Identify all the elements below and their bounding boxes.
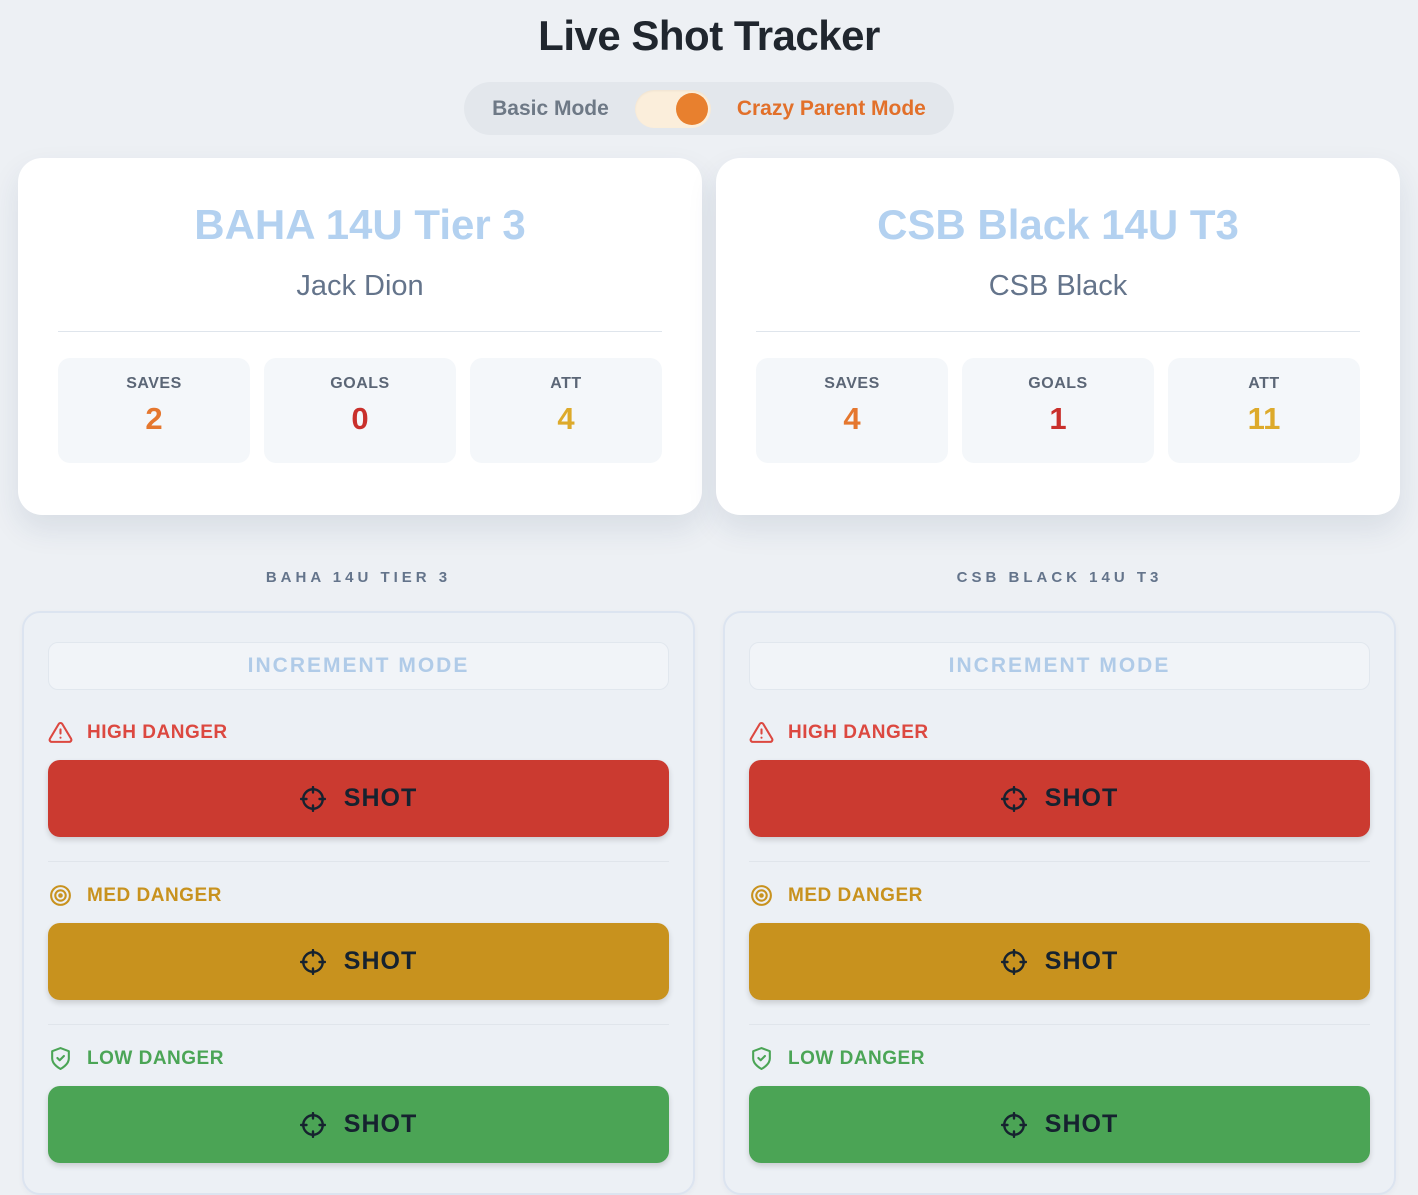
mode-toggle-switch[interactable] bbox=[634, 89, 711, 128]
stat-value-att: 11 bbox=[1247, 401, 1281, 437]
shot-button-label: SHOT bbox=[343, 784, 418, 813]
danger-label-text: MED DANGER bbox=[87, 884, 222, 906]
shot-button-med[interactable]: SHOT bbox=[48, 923, 669, 1001]
shot-button-high[interactable]: SHOT bbox=[749, 760, 1370, 838]
stats-row: SAVES 4 GOALS 1 ATT 11 bbox=[756, 358, 1360, 464]
stat-value-goals: 0 bbox=[351, 401, 369, 437]
shot-button-low[interactable]: SHOT bbox=[48, 1086, 669, 1164]
shot-button-low[interactable]: SHOT bbox=[749, 1086, 1370, 1164]
team-name: CSB Black 14U T3 bbox=[877, 201, 1239, 248]
section-divider bbox=[48, 1024, 669, 1026]
page-title: Live Shot Tracker bbox=[538, 12, 880, 59]
player-name: CSB Black bbox=[988, 270, 1128, 303]
danger-label-text: HIGH DANGER bbox=[87, 721, 228, 743]
panel-column-left: BAHA 14U TIER 3 INCREMENT MODE HIGH DANG… bbox=[22, 569, 695, 1195]
panel-heading: CSB BLACK 14U T3 bbox=[956, 569, 1163, 587]
stats-row: SAVES 2 GOALS 0 ATT 4 bbox=[58, 358, 662, 464]
player-name: Jack Dion bbox=[296, 270, 424, 303]
low-danger-label-row: LOW DANGER bbox=[749, 1046, 1370, 1071]
warning-triangle-icon bbox=[48, 722, 73, 744]
crazy-parent-mode-label[interactable]: Crazy Parent Mode bbox=[736, 96, 926, 120]
crosshair-icon bbox=[1000, 1111, 1027, 1138]
shield-check-icon bbox=[752, 1047, 771, 1071]
panel-column-right: CSB BLACK 14U T3 INCREMENT MODE HIGH DAN… bbox=[723, 569, 1396, 1195]
crosshair-icon bbox=[299, 948, 326, 975]
stat-value-saves: 2 bbox=[145, 401, 163, 437]
section-divider bbox=[749, 1024, 1370, 1026]
danger-label-text: LOW DANGER bbox=[87, 1047, 224, 1069]
toggle-knob bbox=[675, 92, 708, 125]
section-divider bbox=[48, 861, 669, 863]
crosshair-icon bbox=[1000, 948, 1027, 975]
team-card-left: BAHA 14U Tier 3 Jack Dion SAVES 2 GOALS … bbox=[18, 158, 702, 516]
shield-check-icon bbox=[51, 1047, 70, 1071]
crosshair-icon bbox=[299, 1111, 326, 1138]
stat-box-saves: SAVES 2 bbox=[58, 358, 250, 464]
stat-box-goals: GOALS 0 bbox=[264, 358, 456, 464]
high-danger-label-row: HIGH DANGER bbox=[749, 720, 1370, 745]
stat-box-goals: GOALS 1 bbox=[962, 358, 1154, 464]
shot-panels-row: BAHA 14U TIER 3 INCREMENT MODE HIGH DANG… bbox=[0, 569, 1418, 1195]
target-icon bbox=[751, 885, 772, 907]
stat-box-att: ATT 11 bbox=[1168, 358, 1360, 464]
team-name: BAHA 14U Tier 3 bbox=[194, 201, 526, 248]
increment-mode-button[interactable]: INCREMENT MODE bbox=[749, 642, 1370, 691]
stat-box-att: ATT 4 bbox=[470, 358, 662, 464]
crosshair-icon bbox=[1000, 785, 1027, 812]
section-divider bbox=[749, 861, 1370, 863]
shot-button-label: SHOT bbox=[1044, 1110, 1119, 1139]
score-cards-row: BAHA 14U Tier 3 Jack Dion SAVES 2 GOALS … bbox=[0, 158, 1418, 516]
warning-triangle-icon bbox=[749, 722, 774, 744]
stat-label: ATT bbox=[1248, 375, 1280, 393]
basic-mode-label[interactable]: Basic Mode bbox=[492, 96, 609, 120]
mode-toggle-group: Basic Mode Crazy Parent Mode bbox=[464, 82, 954, 135]
stat-label: SAVES bbox=[824, 375, 880, 393]
shot-button-med[interactable]: SHOT bbox=[749, 923, 1370, 1001]
card-divider bbox=[58, 331, 662, 333]
danger-label-text: LOW DANGER bbox=[788, 1047, 925, 1069]
crosshair-icon bbox=[299, 785, 326, 812]
high-danger-label-row: HIGH DANGER bbox=[48, 720, 669, 745]
stat-value-saves: 4 bbox=[843, 401, 861, 437]
stat-value-att: 4 bbox=[557, 401, 575, 437]
stat-box-saves: SAVES 4 bbox=[756, 358, 948, 464]
stat-label: GOALS bbox=[330, 375, 390, 393]
target-icon bbox=[50, 885, 71, 907]
shot-panel: INCREMENT MODE HIGH DANGER SHOT MED DANG… bbox=[22, 611, 695, 1195]
stat-value-goals: 1 bbox=[1049, 401, 1067, 437]
team-card-right: CSB Black 14U T3 CSB Black SAVES 4 GOALS… bbox=[716, 158, 1400, 516]
shot-button-label: SHOT bbox=[343, 947, 418, 976]
stat-label: SAVES bbox=[126, 375, 182, 393]
increment-mode-button[interactable]: INCREMENT MODE bbox=[48, 642, 669, 691]
shot-button-label: SHOT bbox=[343, 1110, 418, 1139]
danger-label-text: HIGH DANGER bbox=[788, 721, 929, 743]
shot-button-high[interactable]: SHOT bbox=[48, 760, 669, 838]
low-danger-label-row: LOW DANGER bbox=[48, 1046, 669, 1071]
panel-heading: BAHA 14U TIER 3 bbox=[265, 569, 452, 587]
stat-label: GOALS bbox=[1028, 375, 1088, 393]
danger-label-text: MED DANGER bbox=[788, 884, 923, 906]
med-danger-label-row: MED DANGER bbox=[48, 883, 669, 908]
shot-button-label: SHOT bbox=[1044, 947, 1119, 976]
card-divider bbox=[756, 331, 1360, 333]
med-danger-label-row: MED DANGER bbox=[749, 883, 1370, 908]
stat-label: ATT bbox=[550, 375, 582, 393]
shot-panel: INCREMENT MODE HIGH DANGER SHOT MED DANG… bbox=[723, 611, 1396, 1195]
shot-button-label: SHOT bbox=[1044, 784, 1119, 813]
